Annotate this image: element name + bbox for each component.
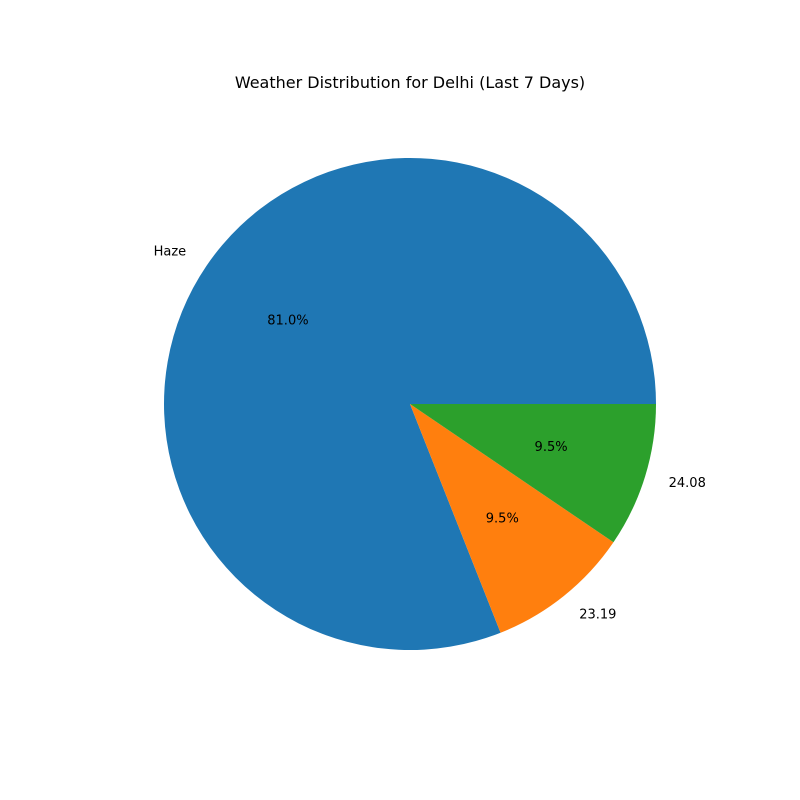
pie-slice-2: [410, 404, 656, 543]
slice-pct-label-2: 9.5%: [535, 440, 568, 455]
pie-labels: Haze 81.0% 23.19 9.5% 24.08 9.5%: [154, 244, 706, 622]
chart-title: Weather Distribution for Delhi (Last 7 D…: [235, 73, 585, 92]
slice-pct-label-1: 9.5%: [486, 512, 519, 527]
slice-label-1: 23.19: [579, 608, 616, 623]
slice-label-0: Haze: [154, 244, 187, 259]
pie-slices: [163, 158, 656, 650]
slice-pct-label-0: 81.0%: [267, 314, 308, 329]
pie-slice-1: [410, 404, 614, 633]
slice-label-2: 24.08: [669, 476, 706, 491]
